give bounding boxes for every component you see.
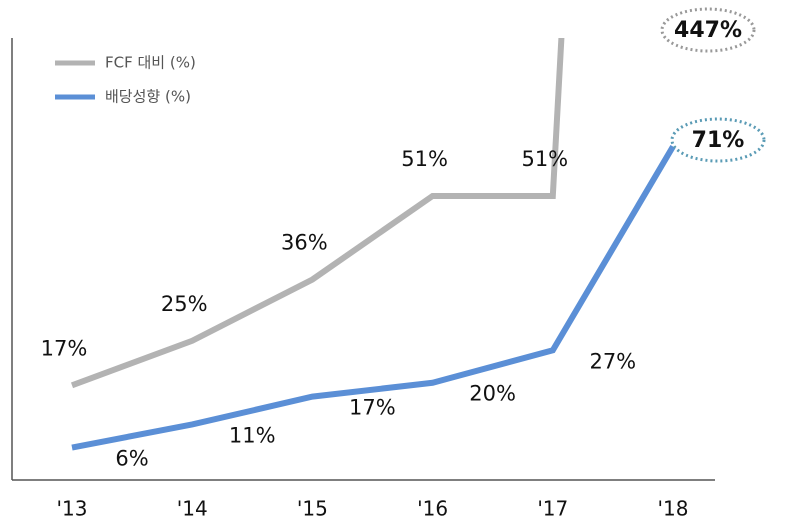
data-label: 51%	[521, 147, 568, 171]
data-label: 51%	[401, 147, 448, 171]
data-label: 25%	[161, 292, 208, 316]
data-label: 6%	[115, 447, 148, 471]
data-label: 71%	[692, 128, 745, 153]
x-tick-label: '16	[417, 497, 448, 521]
label-highlight	[670, 117, 766, 163]
legend-label: 배당성향 (%)	[105, 88, 191, 106]
x-tick-label: '15	[297, 497, 328, 521]
data-label: 17%	[349, 396, 396, 420]
series-line	[71, 145, 676, 451]
x-tick-label: '14	[177, 497, 208, 521]
data-label: 27%	[589, 349, 636, 373]
plot-area	[70, 38, 676, 451]
x-tick-label: '17	[537, 497, 568, 521]
x-tick-label: '18	[658, 497, 689, 521]
data-label: 36%	[281, 230, 328, 254]
data-label: 447%	[674, 18, 742, 43]
data-label: 17%	[41, 336, 88, 360]
legend-label: FCF 대비 (%)	[105, 54, 196, 72]
x-tick-label: '13	[57, 497, 88, 521]
data-label: 11%	[229, 423, 276, 447]
series-line	[70, 38, 565, 389]
data-label: 20%	[469, 382, 516, 406]
label-highlight	[660, 7, 756, 53]
